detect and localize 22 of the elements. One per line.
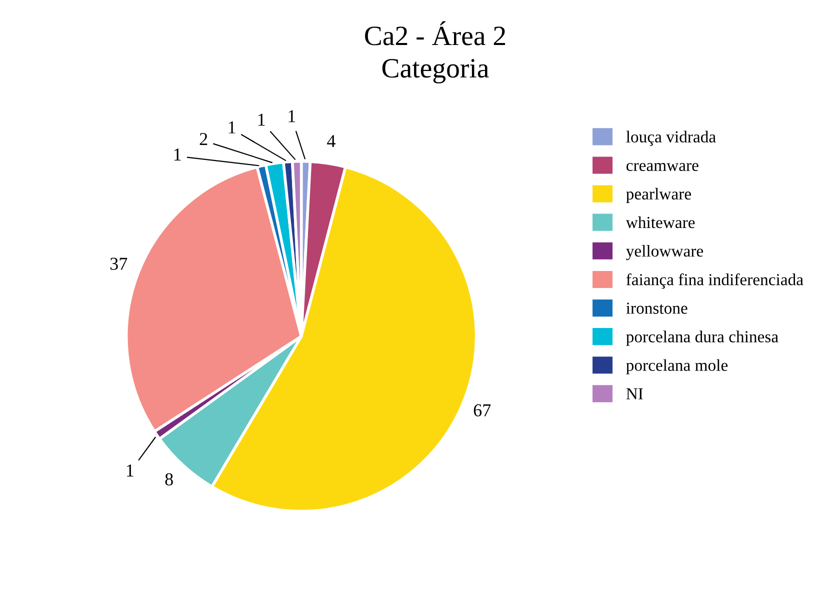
data-label: 2 — [200, 133, 208, 145]
data-label: 1 — [288, 110, 296, 122]
data-label: 67 — [474, 404, 491, 416]
data-label: 4 — [327, 135, 336, 147]
legend-label: creamware — [626, 163, 698, 172]
data-label: 8 — [165, 473, 173, 486]
legend-label: porcelana dura chinesa — [626, 330, 778, 346]
data-label: 37 — [110, 258, 128, 270]
legend-label: porcelana mole — [626, 359, 728, 374]
legend-label: faiança fina indiferenciada — [626, 273, 804, 289]
data-label: 1 — [228, 121, 236, 134]
chart-title: Ca2 - Área 2 — [365, 21, 506, 46]
data-label: 1 — [258, 114, 265, 126]
legend-label: yellowware — [626, 244, 704, 260]
data-label: 1 — [126, 464, 134, 476]
legend-label: pearlware — [626, 188, 691, 203]
legend-label: ironstone — [626, 302, 688, 314]
legend-label: louça vidrada — [626, 130, 716, 146]
chart-subtitle: Categoria — [382, 59, 489, 84]
legend-label: NI — [626, 388, 643, 400]
legend-label: whiteware — [626, 216, 695, 228]
data-label: 1 — [174, 148, 181, 160]
